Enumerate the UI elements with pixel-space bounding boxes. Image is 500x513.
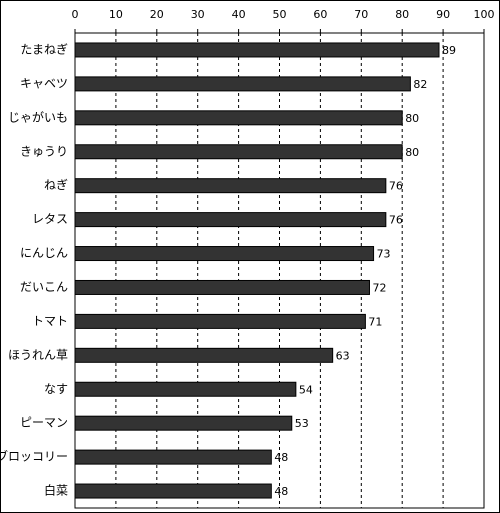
bar [74,415,293,431]
data-label: 53 [295,417,309,430]
bar [74,42,440,58]
data-label: 80 [405,112,419,125]
data-label: 80 [405,146,419,159]
bar [74,76,411,92]
bar [74,110,403,126]
bar [74,246,375,262]
x-tick-label: 40 [232,8,246,21]
bar [74,212,387,228]
bar [74,381,297,397]
y-tick-label: だいこん [20,280,68,294]
data-label: 48 [274,485,288,498]
y-tick-label: 白菜 [44,483,68,498]
bar [74,347,334,363]
x-tick-label: 10 [109,8,123,21]
data-label: 76 [389,180,403,193]
data-label: 89 [442,44,456,57]
x-tick-label: 70 [354,8,368,21]
data-label: 72 [372,281,386,294]
y-tick-label: にんじん [20,246,68,260]
data-label: 54 [299,383,313,396]
y-tick-label: トマト [32,314,68,328]
x-tick-label: 90 [436,8,450,21]
x-tick-label: 0 [72,8,79,21]
y-tick-label: ねぎ [44,178,68,192]
data-label: 82 [413,78,427,91]
bar [74,449,272,465]
data-label: 71 [368,315,382,328]
data-label: 63 [336,349,350,362]
y-tick-label: ブロッコリー [0,449,68,464]
bar [74,313,366,329]
x-tick-label: 20 [150,8,164,21]
bar [74,483,272,499]
y-tick-label: ほうれん草 [8,348,68,362]
y-tick-label: じゃがいも [8,109,68,124]
x-tick-label: 50 [273,8,287,21]
bar [74,178,387,194]
data-label: 73 [377,248,391,261]
y-tick-label: ピーマン [20,416,68,430]
x-tick-label: 30 [191,8,205,21]
x-tick-label: 100 [474,8,495,21]
y-tick-label: なす [44,382,68,396]
y-tick-label: たまねぎ [20,42,68,56]
bar [74,144,403,160]
x-tick-label: 80 [395,8,409,21]
x-tick-label: 60 [313,8,327,21]
data-label: 76 [389,214,403,227]
bar [74,279,370,295]
y-tick-label: きゅうり [20,144,68,158]
data-label: 48 [274,451,288,464]
y-tick-label: レタス [32,212,68,226]
y-tick-label: キャベツ [20,76,68,90]
